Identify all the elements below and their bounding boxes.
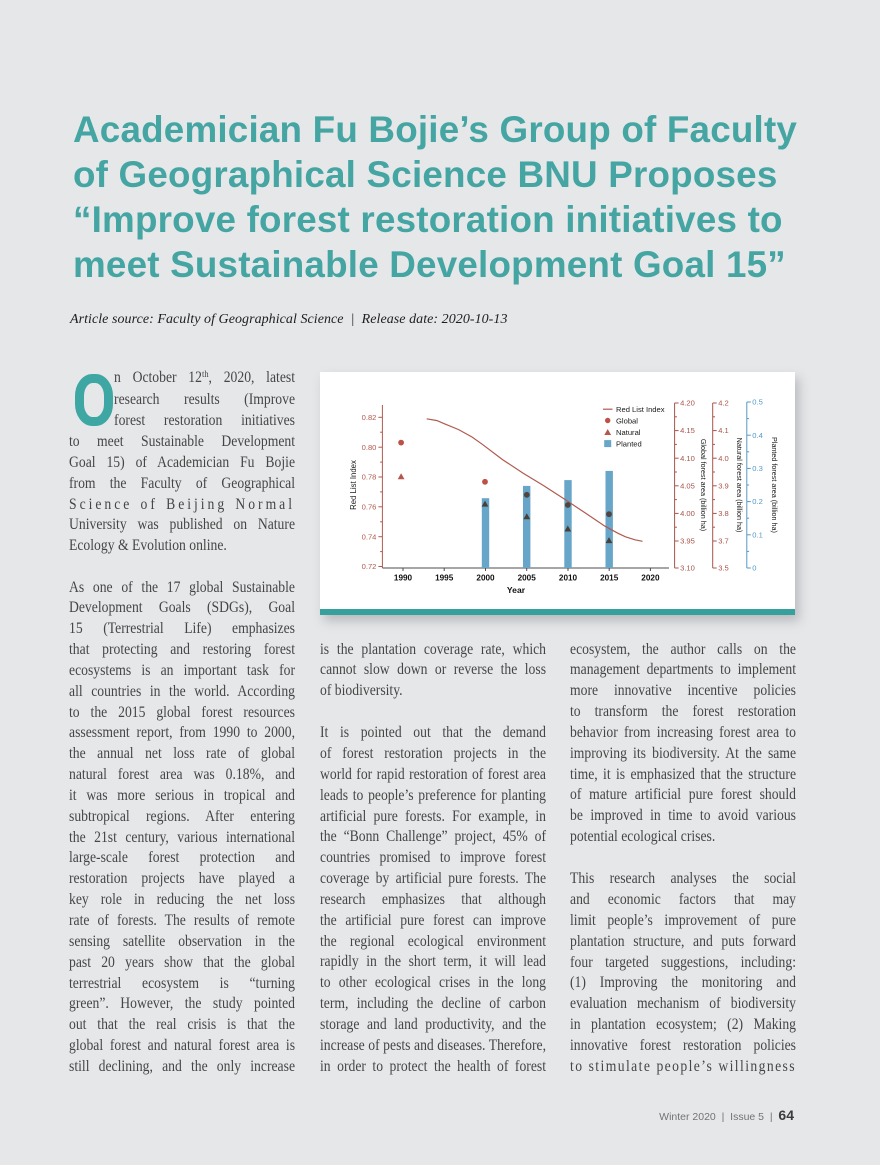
svg-text:4.1: 4.1 — [718, 426, 729, 435]
svg-text:0.82: 0.82 — [362, 413, 377, 422]
svg-text:Planted forest area (billion h: Planted forest area (billion ha) — [770, 437, 779, 533]
svg-text:Planted: Planted — [616, 440, 642, 449]
svg-text:Global: Global — [616, 416, 638, 425]
svg-text:0: 0 — [752, 564, 756, 573]
svg-text:0.78: 0.78 — [362, 473, 377, 482]
svg-text:Natural forest area (billion h: Natural forest area (billion ha) — [735, 438, 744, 533]
svg-text:0.4: 0.4 — [752, 431, 763, 440]
svg-text:2010: 2010 — [559, 574, 578, 583]
svg-text:0.72: 0.72 — [362, 562, 377, 571]
svg-text:2000: 2000 — [476, 574, 495, 583]
svg-text:Year: Year — [507, 585, 526, 595]
svg-text:4.2: 4.2 — [718, 399, 729, 408]
svg-text:2005: 2005 — [518, 574, 537, 583]
svg-text:4.10: 4.10 — [680, 454, 695, 463]
svg-text:3.5: 3.5 — [718, 564, 729, 573]
svg-text:4.20: 4.20 — [680, 399, 695, 408]
svg-text:1995: 1995 — [435, 574, 454, 583]
svg-text:3.7: 3.7 — [718, 537, 729, 546]
svg-text:3.95: 3.95 — [680, 537, 695, 546]
svg-text:Natural: Natural — [616, 428, 641, 437]
svg-text:2020: 2020 — [641, 574, 660, 583]
svg-text:Global forest area (billion ha: Global forest area (billion ha) — [699, 439, 708, 531]
svg-text:0.80: 0.80 — [362, 443, 377, 452]
svg-text:0.1: 0.1 — [752, 530, 763, 539]
svg-text:2015: 2015 — [600, 574, 619, 583]
svg-text:1990: 1990 — [394, 574, 413, 583]
svg-text:4.00: 4.00 — [680, 509, 695, 518]
svg-text:0.3: 0.3 — [752, 464, 763, 473]
svg-text:Red List Index: Red List Index — [616, 405, 665, 414]
svg-text:0.2: 0.2 — [752, 497, 763, 506]
svg-text:Red List Index: Red List Index — [349, 460, 358, 510]
svg-text:0.5: 0.5 — [752, 398, 763, 407]
svg-text:3.10: 3.10 — [680, 564, 695, 573]
svg-text:4.0: 4.0 — [718, 454, 729, 463]
svg-text:4.15: 4.15 — [680, 426, 695, 435]
svg-text:0.74: 0.74 — [362, 532, 377, 541]
svg-text:3.9: 3.9 — [718, 481, 729, 490]
svg-text:3.8: 3.8 — [718, 509, 729, 518]
svg-text:4.05: 4.05 — [680, 481, 695, 490]
svg-text:0.76: 0.76 — [362, 502, 377, 511]
